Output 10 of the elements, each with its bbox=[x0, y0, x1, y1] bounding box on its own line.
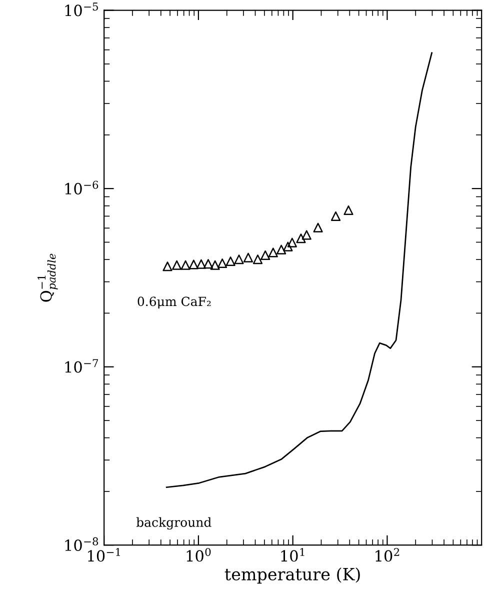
x-tick-label: 10$^{1}$ bbox=[281, 548, 304, 562]
y-tick-label: 10$^{−7}$ bbox=[65, 359, 98, 373]
y-axis-title: Q$^{−1}$$_{paddle}$ bbox=[38, 254, 58, 302]
y-tick-label: 10$^{−5}$ bbox=[65, 2, 98, 16]
text: background bbox=[136, 517, 212, 530]
x-axis-title: temperature (K) bbox=[224, 568, 360, 584]
y-tick-label: 10$^{−6}$ bbox=[65, 180, 98, 194]
x-tick-label: 10$^{2}$ bbox=[376, 548, 400, 562]
text: 0.6μm CaF₂ bbox=[138, 296, 211, 309]
x-tick-label: 10$^{0}$ bbox=[186, 548, 211, 562]
